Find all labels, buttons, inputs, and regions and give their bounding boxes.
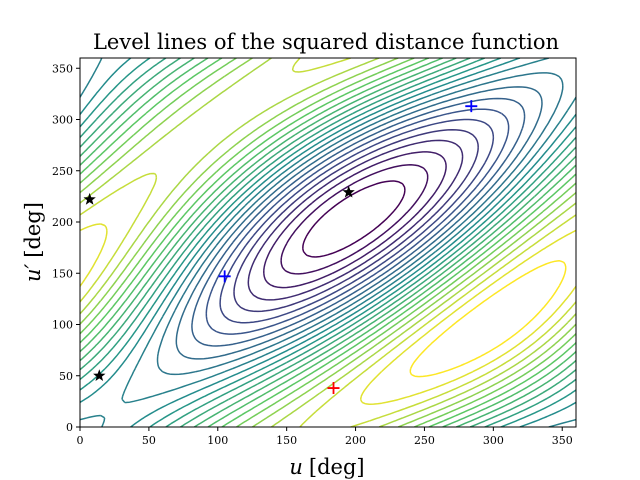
x-tick-label: 300	[483, 434, 504, 447]
contour-level-line	[205, 108, 510, 335]
contour-level-line	[247, 139, 464, 301]
contour-level-line	[409, 260, 567, 378]
star-marker	[83, 192, 96, 205]
plot-frame	[79, 57, 577, 428]
y-axis-label-unit: [deg]	[21, 202, 45, 258]
contour-level-line	[263, 151, 447, 289]
contour-level-line	[302, 180, 406, 258]
contour-level-line	[175, 86, 543, 360]
y-axis-label-var: u′	[21, 263, 45, 282]
contour-level-line	[80, 223, 576, 405]
x-tick-label: 150	[276, 434, 297, 447]
contour-level-line	[80, 58, 576, 427]
contour-level-line	[219, 118, 495, 324]
plus-marker	[465, 100, 478, 113]
x-axis-ticks: 0 50 100 150 200 250 300 350	[77, 427, 573, 447]
y-tick-label: 250	[52, 165, 73, 178]
y-tick-label: 350	[52, 62, 73, 75]
x-axis-label-unit: [deg]	[309, 455, 365, 479]
contour-level-line	[80, 58, 576, 427]
star-marker	[342, 185, 355, 198]
contour-level-line	[80, 58, 576, 427]
contour-level-line	[80, 58, 576, 427]
y-tick-label: 300	[52, 114, 73, 127]
contour-level-line	[80, 58, 576, 427]
star-marker	[93, 369, 106, 381]
chart-title: Level lines of the squared distance func…	[93, 30, 559, 54]
y-axis-ticks: 0 50 100 150 200 250 300 350	[52, 62, 80, 434]
x-axis-label: u [deg]	[289, 455, 364, 479]
x-tick-label: 0	[77, 434, 84, 447]
x-tick-label: 100	[207, 434, 228, 447]
y-tick-label: 0	[66, 421, 73, 434]
contour-level-line	[156, 72, 564, 376]
plus-marker	[218, 270, 231, 283]
x-tick-label: 200	[345, 434, 366, 447]
x-tick-label: 50	[142, 434, 156, 447]
x-tick-label: 350	[552, 434, 573, 447]
y-tick-label: 150	[52, 267, 73, 280]
y-tick-label: 100	[52, 319, 73, 332]
y-axis-label: u′ [deg]	[21, 202, 45, 282]
contour-level-line	[80, 58, 576, 427]
x-axis-label-var: u	[289, 455, 303, 479]
contour-lines	[80, 58, 576, 427]
y-tick-label: 200	[52, 216, 73, 229]
contour-level-line	[191, 97, 526, 347]
x-tick-label: 250	[414, 434, 435, 447]
plus-marker	[327, 382, 340, 395]
contour-level-line	[233, 129, 479, 313]
marker-layer	[83, 100, 478, 395]
contour-level-line	[280, 164, 429, 275]
y-tick-label: 50	[59, 370, 73, 383]
